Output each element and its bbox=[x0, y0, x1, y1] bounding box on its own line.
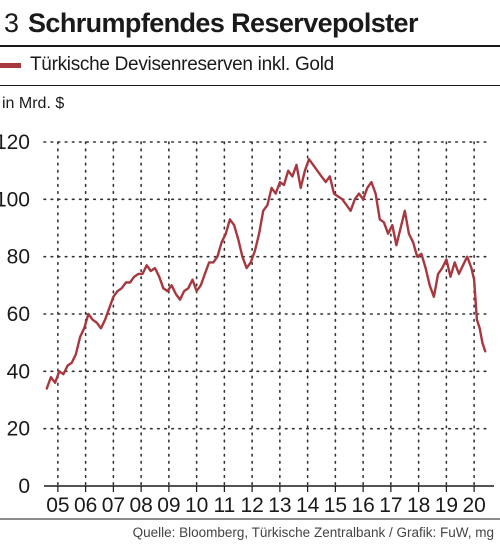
x-tick-label: 05 bbox=[46, 494, 69, 517]
y-tick-label: 60 bbox=[7, 303, 30, 326]
x-tick-label: 20 bbox=[462, 494, 485, 517]
x-tick-label: 17 bbox=[379, 494, 402, 517]
chart-number: 3 bbox=[4, 8, 20, 38]
x-tick-label: 11 bbox=[213, 494, 235, 517]
series-line-reserves bbox=[45, 157, 487, 390]
x-tick-label: 14 bbox=[296, 494, 320, 517]
x-tick-label: 18 bbox=[407, 494, 430, 517]
y-tick-label: 20 bbox=[7, 418, 30, 441]
x-tick-label: 16 bbox=[351, 494, 374, 517]
y-tick-label: 80 bbox=[7, 246, 30, 269]
chart-header: 3 Schrumpfendes Reservepolster bbox=[0, 0, 500, 46]
y-tick-label: 40 bbox=[7, 360, 30, 383]
x-tick-label: 12 bbox=[240, 494, 263, 517]
x-tick-label: 09 bbox=[157, 494, 180, 517]
y-tick-label: 100 bbox=[0, 188, 30, 211]
y-axis-unit: in Mrd. $ bbox=[2, 95, 65, 112]
chart-title: Schrumpfendes Reservepolster bbox=[28, 8, 418, 38]
x-tick-label: 06 bbox=[74, 494, 97, 517]
legend-divider bbox=[0, 85, 500, 86]
x-tick-label: 07 bbox=[102, 494, 125, 517]
x-tick-label: 19 bbox=[435, 494, 458, 517]
x-tick-label: 13 bbox=[268, 494, 291, 517]
legend-swatch bbox=[0, 63, 21, 68]
y-tick-label: 120 bbox=[0, 131, 30, 154]
x-tick-label: 15 bbox=[324, 494, 347, 517]
legend-label: Türkische Devisenreserven inkl. Gold bbox=[30, 54, 334, 75]
x-tick-label: 10 bbox=[185, 494, 208, 517]
title-divider bbox=[0, 45, 500, 47]
source-note: Quelle: Bloomberg, Türkische Zentralbank… bbox=[132, 525, 494, 540]
y-tick-label: 0 bbox=[18, 475, 30, 498]
x-tick-label: 08 bbox=[129, 494, 152, 517]
legend: Türkische Devisenreserven inkl. Gold bbox=[0, 54, 500, 80]
